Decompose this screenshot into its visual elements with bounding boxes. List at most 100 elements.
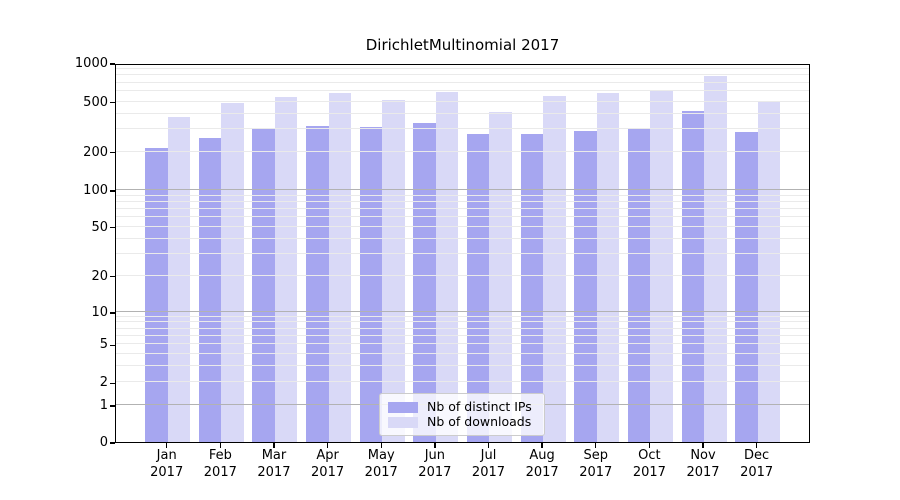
gridline-minor — [116, 315, 809, 317]
x-tick-label-line: 2017 — [632, 465, 666, 480]
gridline-minor — [116, 225, 809, 227]
bar-distinct-ips — [574, 131, 597, 442]
x-tick-label-line: 2017 — [418, 465, 452, 480]
x-tick-label-line: 2017 — [525, 465, 559, 480]
bar-distinct-ips — [252, 127, 275, 442]
x-tick-label-line: 2017 — [740, 465, 774, 480]
x-tick-label: Feb 2017 — [180, 447, 260, 481]
x-tick-mark — [755, 443, 758, 448]
y-tick-label: 50 — [91, 219, 108, 235]
legend-swatch — [388, 416, 418, 428]
y-tick-label: 2 — [99, 375, 108, 391]
x-tick-mark — [702, 443, 704, 448]
y-tick-label: 1000 — [74, 56, 108, 71]
gridline-minor — [116, 67, 809, 69]
gridline-minor — [116, 194, 809, 196]
plot-area — [115, 64, 810, 443]
x-tick-label: Jul 2017 — [448, 447, 528, 481]
x-tick-label-line: Feb — [208, 448, 232, 463]
x-tick-label-line: 2017 — [257, 465, 291, 480]
bar-downloads — [382, 100, 405, 442]
bar-distinct-ips — [413, 122, 436, 442]
gridline-minor — [116, 200, 809, 202]
y-tick-label: 500 — [83, 94, 108, 110]
gridline-minor — [116, 274, 809, 276]
x-tick-label: Jun 2017 — [395, 447, 475, 481]
gridline-minor — [116, 128, 809, 130]
x-tick-label: Aug 2017 — [502, 447, 582, 481]
gridline-major — [116, 310, 809, 312]
y-tick-label: 10 — [91, 304, 108, 320]
x-tick-mark — [326, 443, 329, 448]
y-tick-label: 100 — [83, 183, 108, 199]
x-tick-mark — [380, 443, 382, 448]
gridline-minor — [116, 327, 809, 329]
x-tick-mark — [273, 443, 275, 448]
gridline-minor — [116, 112, 809, 114]
x-tick-mark — [648, 443, 651, 448]
x-tick-label-line: Mar — [261, 448, 287, 463]
gridline-major — [116, 188, 809, 191]
x-tick-mark — [487, 443, 490, 448]
bar-downloads — [274, 97, 298, 442]
x-tick-label: Apr 2017 — [288, 447, 368, 481]
bar-distinct-ips — [627, 128, 651, 442]
x-tick-mark — [541, 443, 543, 448]
bar-distinct-ips — [359, 126, 383, 442]
gridline-minor — [116, 207, 809, 209]
bar-downloads — [328, 93, 352, 442]
bar-distinct-ips — [145, 147, 168, 442]
bar-downloads — [543, 96, 566, 442]
gridline-minor — [116, 253, 809, 255]
legend-swatch — [388, 401, 418, 413]
x-tick-label: May 2017 — [341, 447, 421, 481]
x-tick-label-line: 2017 — [203, 465, 237, 480]
x-tick-label-line: Dec — [744, 448, 770, 463]
gridline-minor — [116, 216, 809, 218]
x-tick-label: Dec 2017 — [717, 447, 797, 481]
bar-distinct-ips — [681, 111, 704, 442]
x-tick-mark — [595, 443, 597, 448]
x-tick-mark — [219, 443, 222, 448]
x-tick-label: Oct 2017 — [609, 447, 689, 481]
x-tick-label: Jan 2017 — [127, 447, 207, 481]
legend-label: Nb of downloads — [427, 414, 532, 429]
gridline-minor — [116, 74, 809, 76]
x-tick-label-line: 2017 — [150, 465, 184, 480]
bar-downloads — [489, 111, 512, 442]
x-tick-label-line: Oct — [638, 448, 661, 463]
bar-downloads — [221, 102, 244, 442]
x-tick-label-line: May — [367, 448, 395, 463]
bar-distinct-ips — [306, 125, 329, 442]
gridline-minor — [116, 81, 809, 83]
y-tick-label: 20 — [91, 268, 108, 284]
bar-downloads — [757, 101, 781, 442]
gridline-minor — [116, 334, 809, 336]
gridline-minor — [116, 321, 809, 323]
x-tick-label-line: Jun — [424, 448, 445, 463]
chart-title: DirichletMultinomial 2017 — [365, 36, 560, 54]
legend-entry: Nb of distinct IPs — [388, 400, 536, 414]
bar-downloads — [704, 76, 727, 442]
x-tick-label-line: 2017 — [311, 465, 345, 480]
bar-downloads — [650, 89, 673, 442]
x-tick-label: Mar 2017 — [234, 447, 314, 481]
gridline-minor — [116, 343, 809, 345]
gridline-minor — [116, 100, 809, 102]
legend: Nb of distinct IPs Nb of downloads — [379, 393, 545, 436]
bar-distinct-ips — [198, 138, 222, 442]
x-tick-label-line: Jan — [156, 448, 177, 463]
y-tick-label: 5 — [99, 337, 108, 353]
x-tick-label: Sep 2017 — [556, 447, 636, 481]
x-tick-label-line: 2017 — [686, 465, 720, 480]
x-tick-label-line: Jul — [480, 448, 497, 463]
y-tick-label: 1 — [99, 397, 108, 413]
x-tick-label-line: Sep — [583, 448, 608, 463]
x-tick-mark — [434, 443, 436, 448]
gridline-minor — [116, 150, 809, 152]
x-tick-label-line: Aug — [529, 448, 555, 463]
y-tick-label: 0 — [99, 435, 108, 450]
gridline-minor — [116, 364, 809, 366]
x-tick-label-line: Apr — [316, 448, 339, 463]
